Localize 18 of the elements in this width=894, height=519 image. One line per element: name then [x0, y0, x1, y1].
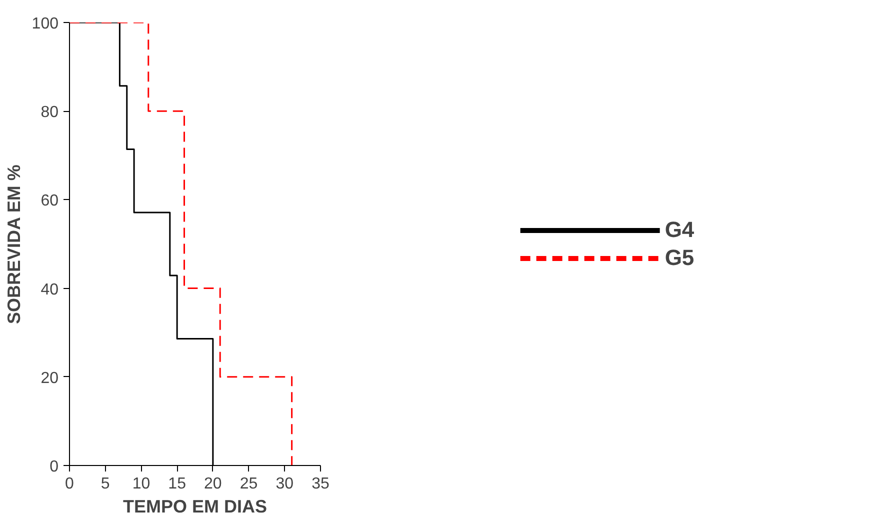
y-tick-label: 60 — [40, 192, 59, 210]
x-axis-title: TEMPO EM DIAS — [122, 496, 268, 516]
x-tick-label: 5 — [100, 476, 110, 492]
x-tick-label: 10 — [132, 476, 150, 492]
x-tick-label: 15 — [168, 476, 186, 492]
x-tick-label: 35 — [312, 476, 330, 492]
y-axis-title: SOBREVIDA EM % — [4, 164, 24, 324]
x-tick-label: 25 — [240, 476, 258, 492]
x-tick-label: 30 — [276, 476, 294, 492]
x-tick-label: 20 — [204, 476, 222, 492]
text: G5 — [664, 244, 694, 270]
x-tick-label: 0 — [65, 476, 74, 492]
y-tick-label: 80 — [40, 104, 59, 122]
y-tick-label: 20 — [40, 370, 59, 387]
text: G4 — [664, 216, 694, 242]
y-tick-label: 100 — [32, 16, 59, 32]
y-tick-label: 40 — [40, 281, 59, 298]
y-tick-label: 0 — [50, 458, 59, 476]
